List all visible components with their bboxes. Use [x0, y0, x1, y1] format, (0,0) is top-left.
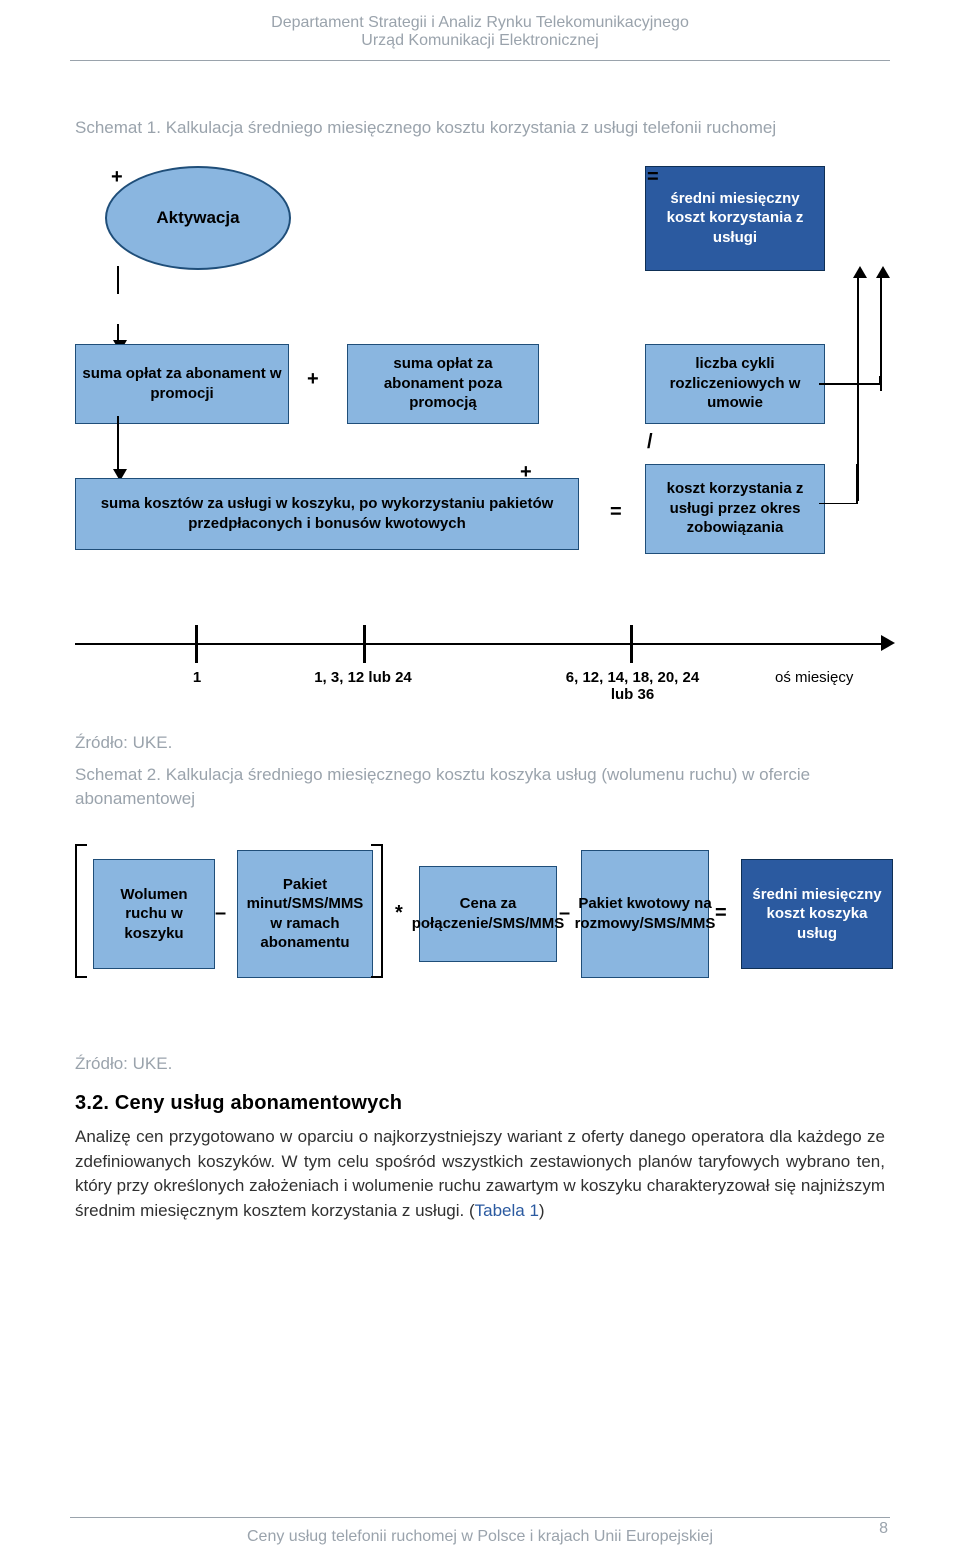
formula-box4: Pakiet kwotowy na rozmowy/SMS/MMS	[581, 850, 709, 978]
formula-box4-text: Pakiet kwotowy na rozmowy/SMS/MMS	[575, 894, 716, 933]
conn-ellipse-plus	[117, 266, 119, 294]
row3-box1: suma kosztów za usługi w koszyku, po wyk…	[75, 478, 579, 550]
header-line1: Departament Strategii i Analiz Rynku Tel…	[0, 14, 960, 32]
conn-cycles-up	[880, 276, 882, 391]
row2-box3-text: liczba cykli rozliczeniowych w umowie	[650, 354, 820, 413]
formula-box2: Pakiet minut/SMS/MMS w ramach abonamentu	[237, 850, 373, 978]
para-end: )	[539, 1201, 545, 1220]
formula-box5-text: średni miesięczny koszt koszyka usług	[746, 885, 888, 944]
conn-box1-box3	[117, 416, 119, 471]
ellipse-label: Aktywacja	[156, 208, 239, 228]
op-minus2: –	[559, 902, 570, 925]
table-ref-link[interactable]: Tabela 1	[475, 1201, 539, 1220]
result-box: średni miesięczny koszt korzystania z us…	[645, 166, 825, 271]
formula-box1-text: Wolumen ruchu w koszyku	[98, 885, 210, 944]
page-header: Departament Strategii i Analiz Rynku Tel…	[0, 0, 960, 61]
row2-box1-text: suma opłat za abonament w promocji	[80, 364, 284, 403]
row3-box2-text: koszt korzystania z usługi przez okres z…	[650, 479, 820, 538]
tick2-label: 1, 3, 12 lub 24	[273, 669, 453, 686]
formula: Wolumen ruchu w koszyku – Pakiet minut/S…	[75, 844, 885, 1024]
row2-box3: liczba cykli rozliczeniowych w umowie	[645, 344, 825, 424]
ellipse-aktywacja: Aktywacja	[105, 166, 291, 270]
result-box-text: średni miesięczny koszt korzystania z us…	[650, 189, 820, 248]
footer-rule	[70, 1517, 890, 1518]
op-star: *	[395, 902, 403, 925]
page-number: 8	[879, 1520, 888, 1538]
section-paragraph: Analizę cen przygotowano w oparciu o naj…	[75, 1125, 885, 1224]
op-eq1: =	[647, 166, 659, 189]
conn-curve1	[819, 464, 861, 504]
row2-box1: suma opłat za abonament w promocji	[75, 344, 289, 424]
formula-box3: Cena za połączenie/SMS/MMS	[419, 866, 557, 962]
schema2-caption: Schemat 2. Kalkulacja średniego miesięcz…	[75, 763, 885, 812]
schema1: Aktywacja średni miesięczny koszt korzys…	[75, 166, 885, 621]
section-heading: 3.2. Ceny usług abonamentowych	[75, 1092, 885, 1115]
tick3	[630, 625, 633, 663]
footer: Ceny usług telefonii ruchomej w Polsce i…	[0, 1517, 960, 1546]
formula-box1: Wolumen ruchu w koszyku	[93, 859, 215, 969]
formula-box2-text: Pakiet minut/SMS/MMS w ramach abonamentu	[242, 875, 368, 953]
op-minus1: –	[215, 902, 226, 925]
conn-curve2	[819, 376, 884, 394]
content: Schemat 1. Kalkulacja średniego miesięcz…	[0, 61, 960, 1223]
footer-text: Ceny usług telefonii ruchomej w Polsce i…	[0, 1528, 960, 1546]
tick3-label: 6, 12, 14, 18, 20, 24 lub 36	[565, 669, 700, 703]
formula-box3-text: Cena za połączenie/SMS/MMS	[412, 894, 565, 933]
source2: Źródło: UKE.	[75, 1054, 885, 1074]
formula-box5: średni miesięczny koszt koszyka usług	[741, 859, 893, 969]
axis-label: oś miesięcy	[775, 669, 853, 686]
tick1-label: 1	[187, 669, 207, 686]
timeline: 1 1, 3, 12 lub 24 6, 12, 14, 18, 20, 24 …	[75, 621, 885, 741]
row3-box2: koszt korzystania z usługi przez okres z…	[645, 464, 825, 554]
op-plus2: +	[307, 368, 319, 391]
tick1	[195, 625, 198, 663]
row3-box1-text: suma kosztów za usługi w koszyku, po wyk…	[80, 494, 574, 533]
op-eq3: =	[715, 902, 727, 925]
row2-box2: suma opłat za abonament poza promocją	[347, 344, 539, 424]
op-eq2: =	[610, 501, 622, 524]
tick2	[363, 625, 366, 663]
bracket-left	[75, 844, 87, 978]
arrowhead-icon	[881, 635, 897, 651]
row2-box2-text: suma opłat za abonament poza promocją	[352, 354, 534, 413]
bracket-right	[371, 844, 383, 978]
page: Departament Strategii i Analiz Rynku Tel…	[0, 0, 960, 1556]
schema1-caption: Schemat 1. Kalkulacja średniego miesięcz…	[75, 116, 885, 141]
op-plus1: +	[111, 166, 123, 189]
header-line2: Urząd Komunikacji Elektronicznej	[0, 32, 960, 50]
conn-plus-box1	[117, 324, 119, 342]
op-div: /	[647, 431, 653, 454]
